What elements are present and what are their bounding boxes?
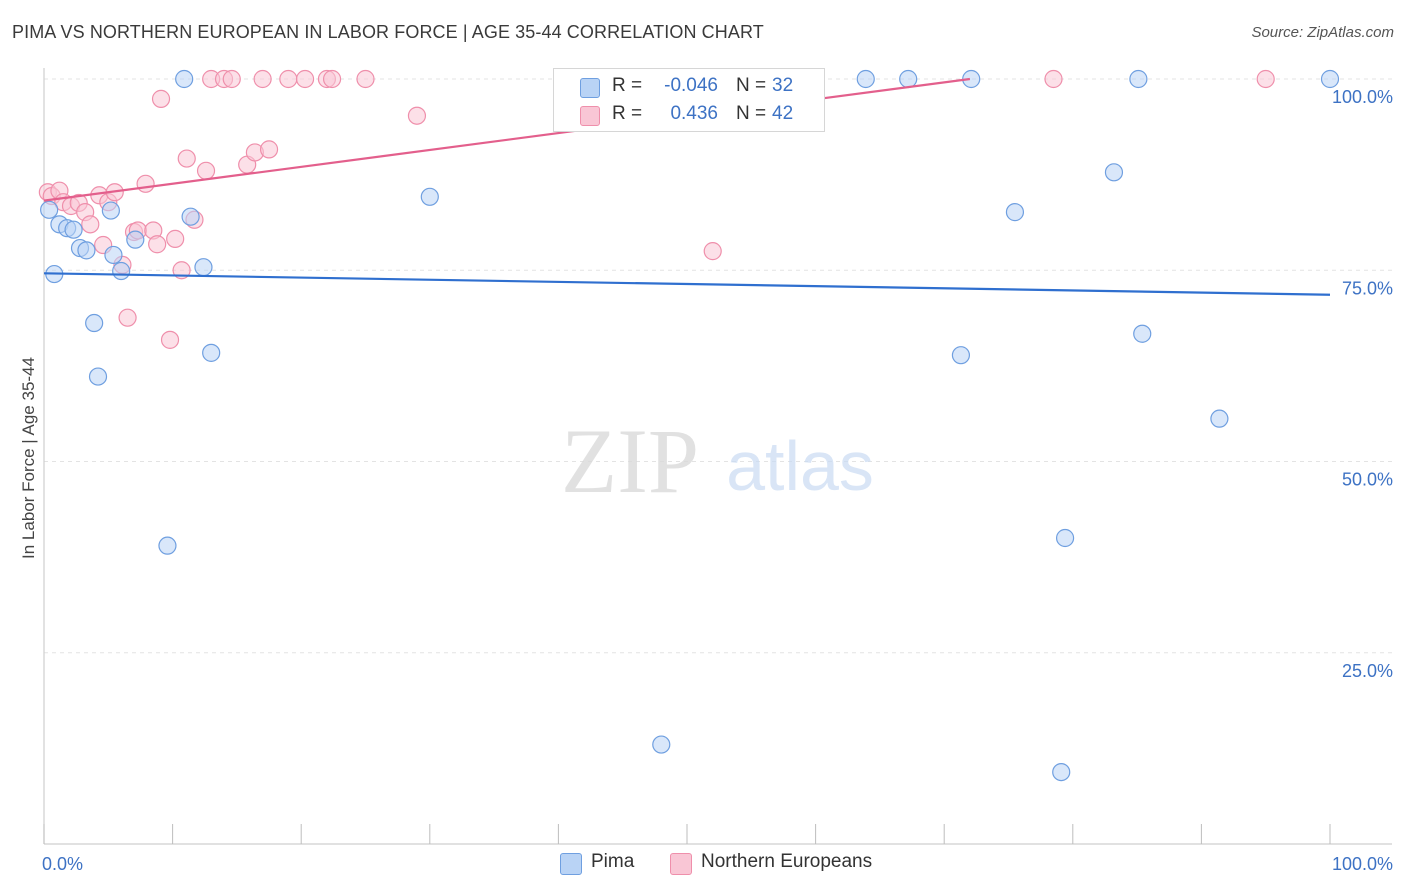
pima-point [175, 69, 194, 89]
northern-trend-line [43, 77, 971, 202]
legend-label-pima: Pima [591, 851, 635, 872]
pima-point [104, 245, 123, 265]
pima-point [1055, 528, 1075, 548]
northern-point [322, 69, 342, 89]
northern-point [253, 69, 272, 89]
pima-point [1320, 69, 1340, 89]
legend-pima-r: -0.046 [664, 75, 718, 96]
northern-point [295, 69, 315, 89]
pima-point [126, 230, 145, 249]
legend-r-label: R = [612, 103, 643, 124]
pima-point [1052, 762, 1071, 782]
watermark-atlas: atlas [726, 427, 874, 505]
northern-point [160, 330, 180, 349]
northern-swatch [580, 106, 600, 126]
pima-point [951, 346, 971, 365]
pima-point [652, 735, 671, 754]
northern-point [222, 69, 241, 89]
legend-northern-r: 0.436 [670, 103, 718, 124]
legend-label-northern: Northern Europeans [701, 851, 873, 872]
axes [43, 68, 1392, 845]
northern-point [259, 140, 279, 159]
pima-point [899, 69, 918, 89]
x-tick-label: 0.0% [42, 854, 83, 874]
northern-point [1044, 69, 1063, 89]
legend-n-label: N = [736, 75, 767, 96]
legend-row-pima: R = -0.046 N = 32 [554, 72, 824, 102]
pima-point [77, 241, 96, 260]
pima-point [202, 343, 221, 362]
x-tick-label: 100.0% [1332, 854, 1393, 874]
pima-point [194, 258, 213, 277]
chart-source: Source: ZipAtlas.com [1251, 24, 1394, 41]
pima-point [158, 536, 177, 555]
tick-labels: 100.0% 75.0% 50.0% 25.0% 0.0% 100.0% [42, 87, 1393, 874]
northern-point [151, 89, 171, 108]
pima-point [1129, 69, 1148, 89]
pima-point [1104, 163, 1124, 182]
northern-point [136, 174, 155, 193]
northern-point [407, 106, 427, 125]
legend-pima-n: 32 [772, 75, 794, 96]
pima-point [85, 313, 104, 333]
watermark-zip: ZIP [561, 410, 699, 512]
northern-point [279, 69, 298, 89]
legend-northern-n: 42 [772, 103, 794, 124]
correlation-legend: R = -0.046 N = 32 R = 0.436 N = 42 [553, 68, 825, 132]
pima-point [1133, 324, 1152, 343]
y-axis-label: In Labor Force | Age 35-44 [19, 357, 38, 559]
northern-point [356, 69, 375, 89]
northern-legend-swatch [670, 853, 692, 875]
pima-point [181, 207, 200, 226]
pima-point [112, 261, 131, 281]
legend-n-label: N = [736, 103, 767, 124]
pima-point [40, 200, 59, 219]
northern-point [196, 161, 216, 180]
pima-point [88, 367, 108, 386]
pima-trend-line [43, 272, 1331, 296]
northern-point [703, 242, 722, 261]
chart-title: PIMA VS NORTHERN EUROPEAN IN LABOR FORCE… [12, 22, 764, 42]
northern-point [148, 235, 167, 254]
pima-point [1210, 409, 1229, 428]
pima-point [420, 187, 439, 206]
northern-point [166, 229, 185, 248]
pima-point [856, 69, 875, 89]
legend-row-northern: R = 0.436 N = 42 [554, 100, 824, 130]
pima-legend-swatch [560, 853, 582, 875]
northern-point [81, 215, 100, 234]
pima-point [64, 220, 83, 239]
pima-point [1005, 203, 1025, 222]
pima-point [101, 201, 120, 220]
y-tick-label: 50.0% [1342, 470, 1393, 490]
y-tick-label: 25.0% [1342, 661, 1393, 681]
pima-points [40, 69, 1340, 782]
y-tick-label: 75.0% [1342, 278, 1393, 298]
northern-point [177, 149, 196, 168]
y-tick-label: 100.0% [1332, 87, 1393, 107]
northern-point [1256, 69, 1275, 89]
legend-r-label: R = [612, 75, 643, 96]
northern-points [38, 69, 1275, 349]
northern-point [118, 308, 137, 327]
pima-swatch [580, 78, 600, 98]
